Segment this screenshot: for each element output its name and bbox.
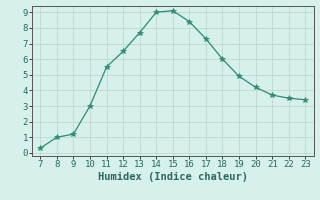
X-axis label: Humidex (Indice chaleur): Humidex (Indice chaleur)	[98, 172, 248, 182]
